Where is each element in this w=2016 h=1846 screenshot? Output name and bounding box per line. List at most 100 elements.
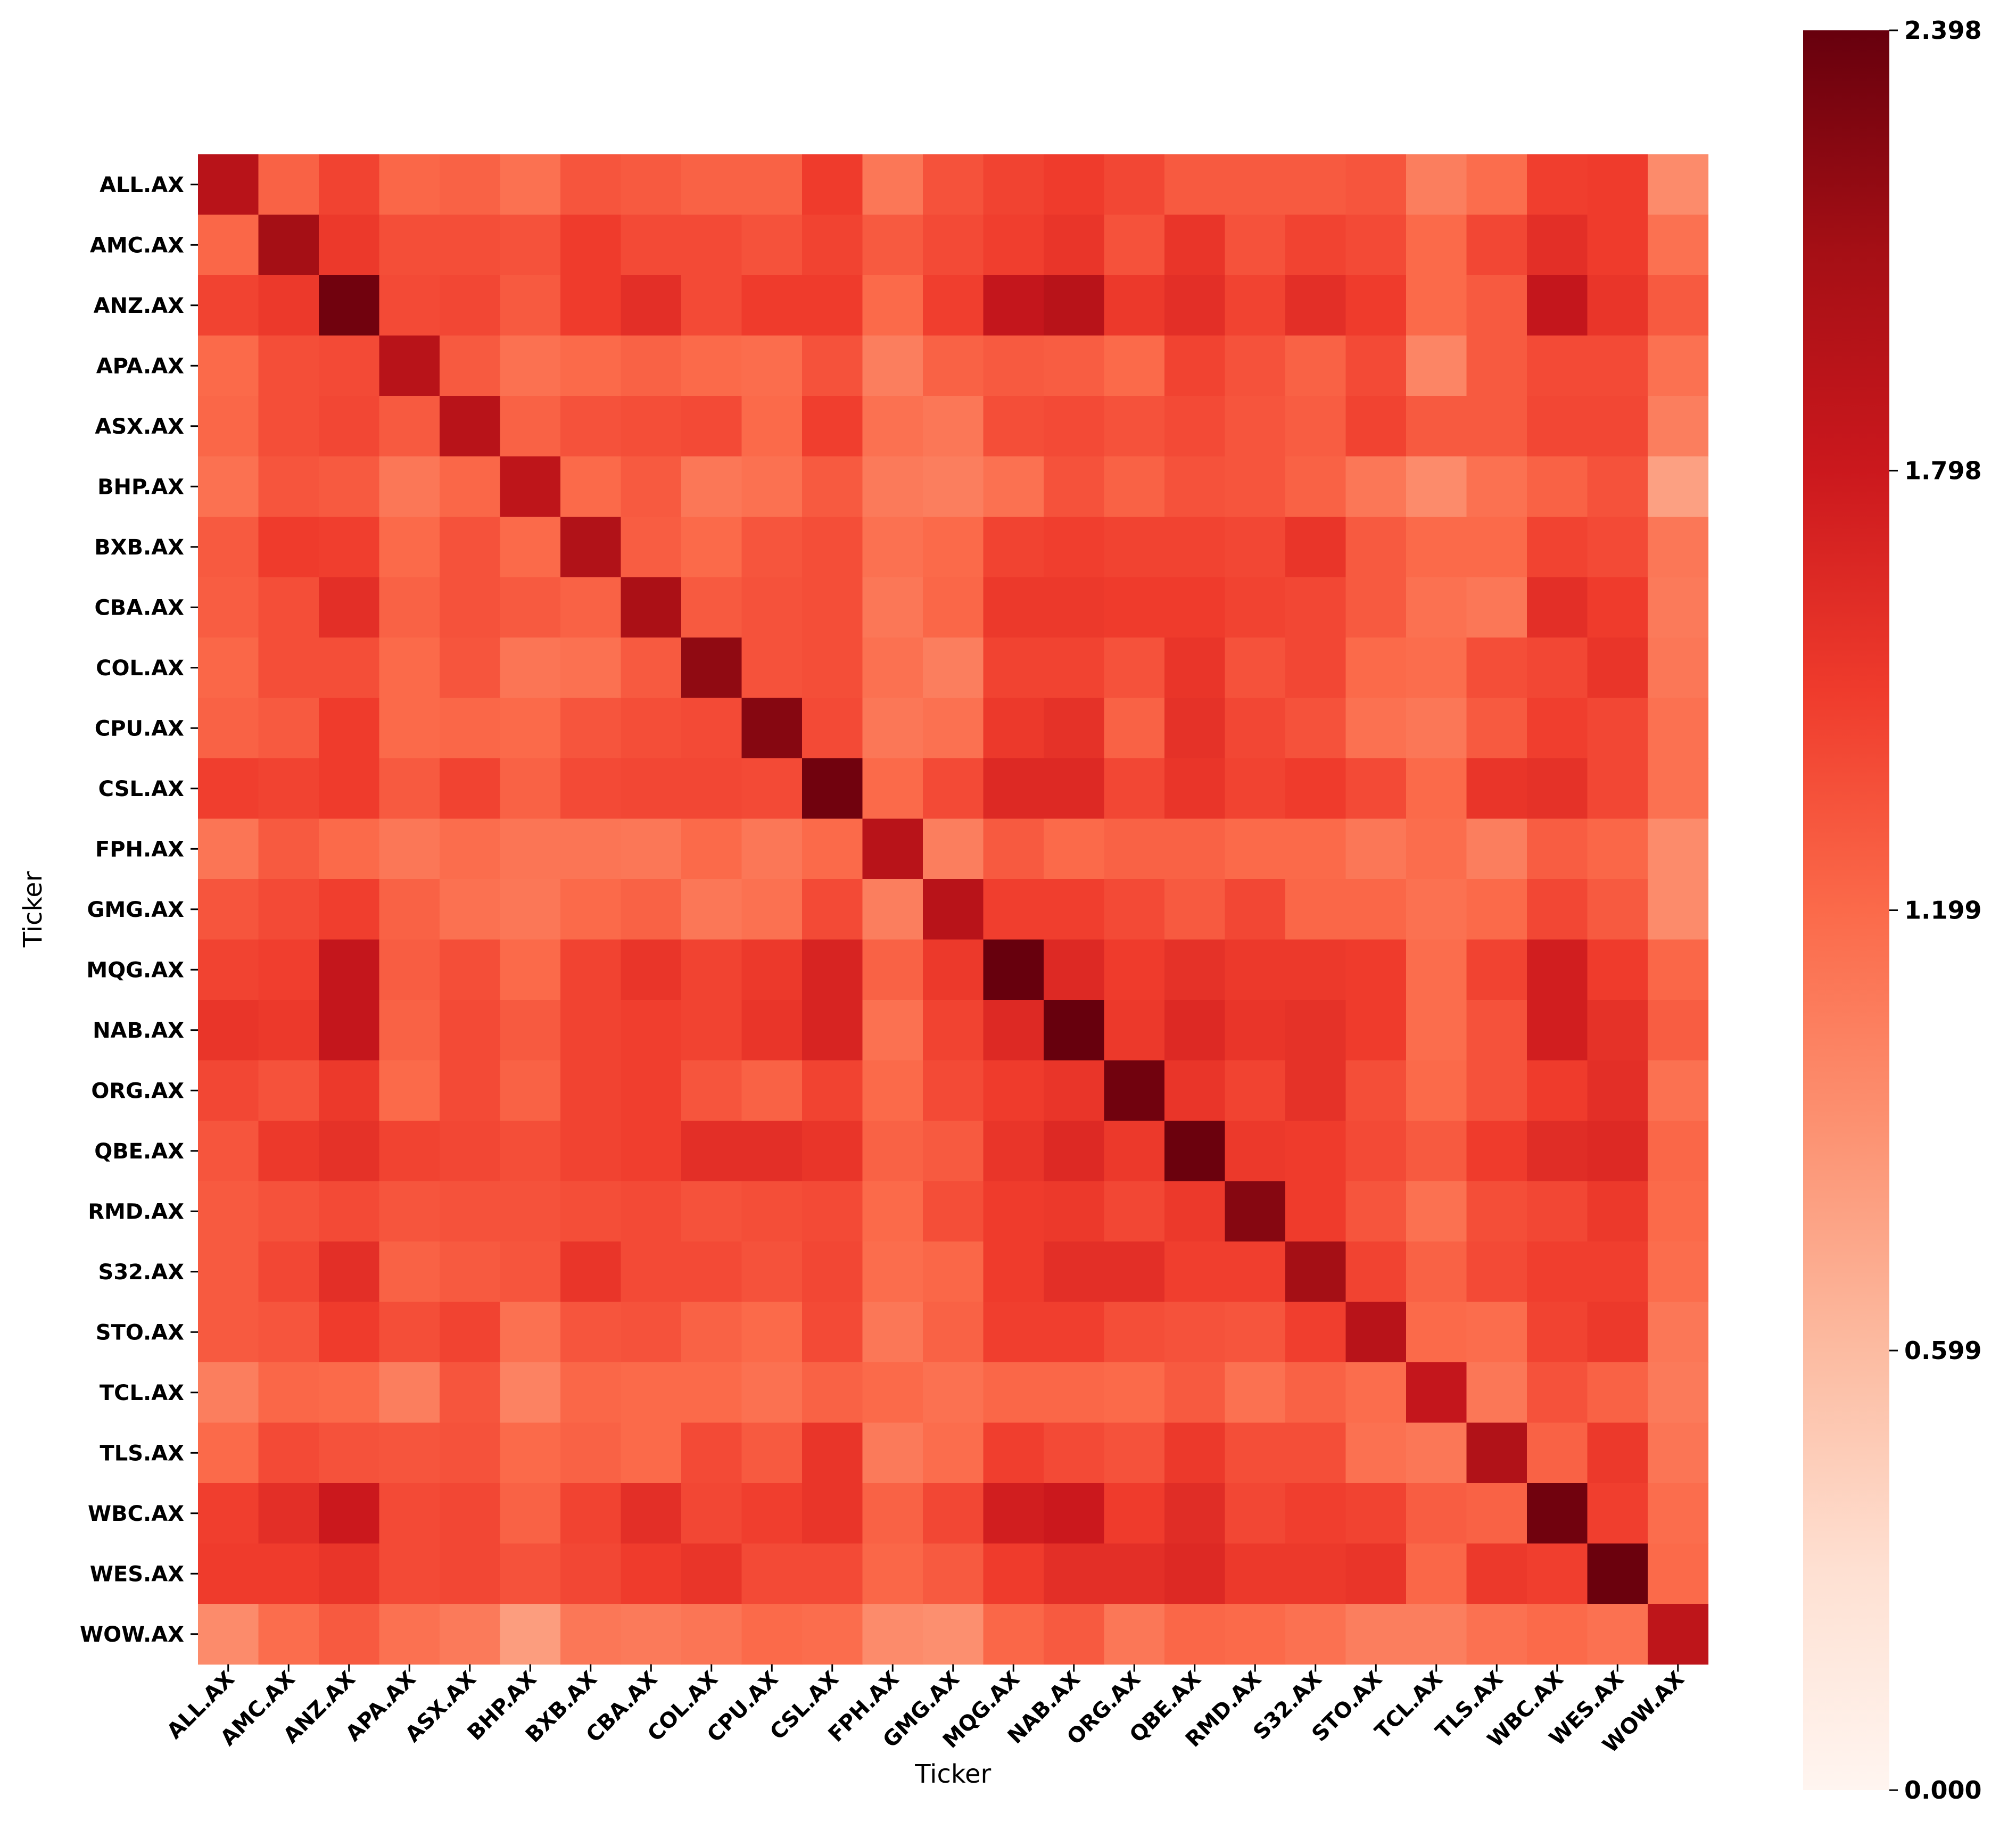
heatmap-cell-QBE.AX-WOW.AX (1648, 1121, 1709, 1182)
heatmap-cell-FPH.AX-WES.AX (1587, 818, 1648, 880)
heatmap-cell-ORG.AX-GMG.AX (923, 1060, 984, 1121)
heatmap-cell-QBE.AX-ALL.AX (198, 1121, 259, 1182)
heatmap-cell-ALL.AX-TLS.AX (1466, 154, 1527, 216)
heatmap-cell-GMG.AX-QBE.AX (1164, 879, 1226, 940)
heatmap-cell-TLS.AX-ASX.AX (440, 1422, 501, 1484)
heatmap-cell-APA.AX-NAB.AX (1044, 335, 1105, 396)
heatmap-cell-BXB.AX-S32.AX (1285, 517, 1346, 578)
heatmap-cell-TCL.AX-RMD.AX (1225, 1362, 1286, 1423)
heatmap-cell-S32.AX-CBA.AX (621, 1241, 682, 1303)
heatmap-cell-CPU.AX-BXB.AX (560, 698, 622, 759)
heatmap-cell-ANZ.AX-CPU.AX (741, 275, 803, 336)
heatmap-cell-RMD.AX-TCL.AX (1406, 1181, 1467, 1242)
heatmap-cell-BXB.AX-ALL.AX (198, 517, 259, 578)
heatmap-cell-ANZ.AX-ORG.AX (1104, 275, 1165, 336)
heatmap-cell-STO.AX-CSL.AX (802, 1302, 863, 1363)
heatmap-cell-BHP.AX-AMC.AX (258, 456, 319, 517)
heatmap-cell-BXB.AX-COL.AX (681, 517, 742, 578)
heatmap-cell-FPH.AX-ORG.AX (1104, 818, 1165, 880)
heatmap-cell-ORG.AX-AMC.AX (258, 1060, 319, 1121)
heatmap-cell-TCL.AX-ORG.AX (1104, 1362, 1165, 1423)
heatmap-cell-ORG.AX-BXB.AX (560, 1060, 622, 1121)
x-tick-label: TCL.AX (1370, 1667, 1448, 1744)
heatmap-cell-ANZ.AX-WOW.AX (1648, 275, 1709, 336)
heatmap-cell-CPU.AX-AMC.AX (258, 698, 319, 759)
heatmap-cell-ASX.AX-FPH.AX (862, 396, 923, 457)
heatmap-cell-S32.AX-COL.AX (681, 1241, 742, 1303)
heatmap-cell-GMG.AX-ORG.AX (1104, 879, 1165, 940)
heatmap-cell-TLS.AX-ALL.AX (198, 1422, 259, 1484)
heatmap-cell-GMG.AX-COL.AX (681, 879, 742, 940)
heatmap-cell-WOW.AX-BHP.AX (500, 1604, 561, 1665)
heatmap-cell-WOW.AX-ANZ.AX (319, 1604, 380, 1665)
heatmap-cell-GMG.AX-STO.AX (1345, 879, 1407, 940)
heatmap-cell-MQG.AX-COL.AX (681, 939, 742, 1000)
heatmap-cell-CSL.AX-QBE.AX (1164, 758, 1226, 819)
heatmap-cell-QBE.AX-STO.AX (1345, 1121, 1407, 1182)
heatmap-cell-APA.AX-WBC.AX (1527, 335, 1588, 396)
heatmap-cell-ANZ.AX-BHP.AX (500, 275, 561, 336)
heatmap-cell-AMC.AX-FPH.AX (862, 214, 923, 276)
heatmap-cell-GMG.AX-APA.AX (379, 879, 440, 940)
heatmap-cell-GMG.AX-AMC.AX (258, 879, 319, 940)
heatmap-cell-WES.AX-AMC.AX (258, 1543, 319, 1604)
heatmap-cell-STO.AX-ALL.AX (198, 1302, 259, 1363)
heatmap-cell-NAB.AX-APA.AX (379, 1000, 440, 1061)
heatmap-cell-ANZ.AX-RMD.AX (1225, 275, 1286, 336)
heatmap-cell-TLS.AX-WBC.AX (1527, 1422, 1588, 1484)
heatmap-cell-TCL.AX-CPU.AX (741, 1362, 803, 1423)
heatmap-cell-WBC.AX-TCL.AX (1406, 1483, 1467, 1544)
heatmap-cell-QBE.AX-CPU.AX (741, 1121, 803, 1182)
heatmap-cell-TLS.AX-S32.AX (1285, 1422, 1346, 1484)
heatmap-cell-RMD.AX-CPU.AX (741, 1181, 803, 1242)
heatmap-cell-TCL.AX-COL.AX (681, 1362, 742, 1423)
heatmap-cell-ORG.AX-TLS.AX (1466, 1060, 1527, 1121)
heatmap-cell-TLS.AX-CBA.AX (621, 1422, 682, 1484)
heatmap-cell-TCL.AX-NAB.AX (1044, 1362, 1105, 1423)
heatmap-cell-CSL.AX-ASX.AX (440, 758, 501, 819)
heatmap-cell-STO.AX-STO.AX (1345, 1302, 1407, 1363)
heatmap-cell-TLS.AX-TLS.AX (1466, 1422, 1527, 1484)
heatmap-cell-AMC.AX-WBC.AX (1527, 214, 1588, 276)
heatmap-cell-ALL.AX-RMD.AX (1225, 154, 1286, 216)
heatmap-cell-TCL.AX-APA.AX (379, 1362, 440, 1423)
heatmap-cell-COL.AX-STO.AX (1345, 638, 1407, 699)
heatmap-cell-QBE.AX-NAB.AX (1044, 1121, 1105, 1182)
heatmap-cell-NAB.AX-WES.AX (1587, 1000, 1648, 1061)
heatmap-cell-TLS.AX-FPH.AX (862, 1422, 923, 1484)
heatmap-cell-BXB.AX-ANZ.AX (319, 517, 380, 578)
heatmap-cell-QBE.AX-MQG.AX (983, 1121, 1044, 1182)
heatmap-cell-QBE.AX-WES.AX (1587, 1121, 1648, 1182)
heatmap-cell-S32.AX-RMD.AX (1225, 1241, 1286, 1303)
heatmap-cell-FPH.AX-BXB.AX (560, 818, 622, 880)
heatmap-cell-S32.AX-CPU.AX (741, 1241, 803, 1303)
heatmap-cells (198, 154, 1709, 1665)
heatmap-cell-TLS.AX-MQG.AX (983, 1422, 1044, 1484)
heatmap-cell-WBC.AX-ORG.AX (1104, 1483, 1165, 1544)
y-tick-label: STO.AX (96, 1320, 184, 1345)
heatmap-cell-STO.AX-TCL.AX (1406, 1302, 1467, 1363)
heatmap-cell-WES.AX-FPH.AX (862, 1543, 923, 1604)
heatmap-cell-WES.AX-MQG.AX (983, 1543, 1044, 1604)
heatmap-cell-WOW.AX-WOW.AX (1648, 1604, 1709, 1665)
heatmap-cell-BHP.AX-APA.AX (379, 456, 440, 517)
heatmap-cell-ASX.AX-CSL.AX (802, 396, 863, 457)
y-tick-label: WES.AX (90, 1562, 184, 1586)
heatmap-cell-NAB.AX-ALL.AX (198, 1000, 259, 1061)
heatmap-cell-BHP.AX-CPU.AX (741, 456, 803, 517)
heatmap-cell-AMC.AX-TLS.AX (1466, 214, 1527, 276)
heatmap-cell-RMD.AX-ORG.AX (1104, 1181, 1165, 1242)
heatmap-cell-NAB.AX-WOW.AX (1648, 1000, 1709, 1061)
heatmap-cell-WES.AX-CPU.AX (741, 1543, 803, 1604)
heatmap-cell-ASX.AX-STO.AX (1345, 396, 1407, 457)
x-axis-label: Ticker (914, 1759, 991, 1789)
heatmap-cell-ASX.AX-RMD.AX (1225, 396, 1286, 457)
heatmap-cell-ORG.AX-COL.AX (681, 1060, 742, 1121)
heatmap-cell-BXB.AX-BXB.AX (560, 517, 622, 578)
heatmap-cell-ORG.AX-FPH.AX (862, 1060, 923, 1121)
y-axis-label: Ticker (18, 871, 48, 948)
heatmap-cell-WOW.AX-BXB.AX (560, 1604, 622, 1665)
heatmap-cell-FPH.AX-AMC.AX (258, 818, 319, 880)
heatmap-cell-STO.AX-S32.AX (1285, 1302, 1346, 1363)
y-axis-ticks: ALL.AX AMC.AX ANZ.AX APA.AX ASX.AX BHP.AX BXB.… (80, 173, 198, 1647)
